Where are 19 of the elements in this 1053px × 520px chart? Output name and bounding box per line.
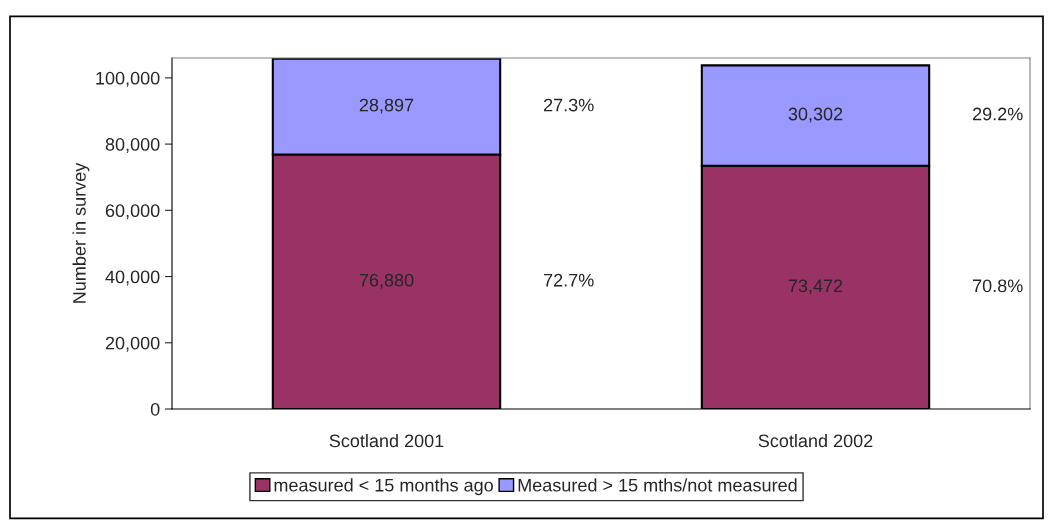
y-tick-label: 0 (150, 402, 160, 416)
annotation: 27.3% (543, 98, 594, 112)
data-label: 76,880 (359, 273, 414, 289)
y-tick-label: 100,000 (96, 71, 160, 87)
x-tick-label: Scotland 2002 (758, 434, 873, 448)
x-tick-label: Scotland 2001 (329, 434, 444, 448)
annotation: 70.8% (973, 279, 1023, 293)
y-tick-label: 80,000 (105, 138, 160, 153)
legend-label: Measured > 15 mths/not measured (518, 478, 797, 492)
data-label: 73,472 (788, 279, 843, 295)
y-tick-label: 60,000 (105, 204, 160, 220)
data-label: 30,302 (788, 107, 843, 123)
y-tick-label: 40,000 (105, 270, 160, 286)
annotation: 29.2% (972, 107, 1023, 121)
legend-label: measured < 15 months ago (274, 478, 493, 496)
y-tick-label: 20,000 (105, 336, 160, 352)
data-label: 28,897 (359, 98, 414, 114)
annotation: 72.7% (544, 273, 594, 287)
y-axis-title: Number in survey (72, 162, 90, 303)
